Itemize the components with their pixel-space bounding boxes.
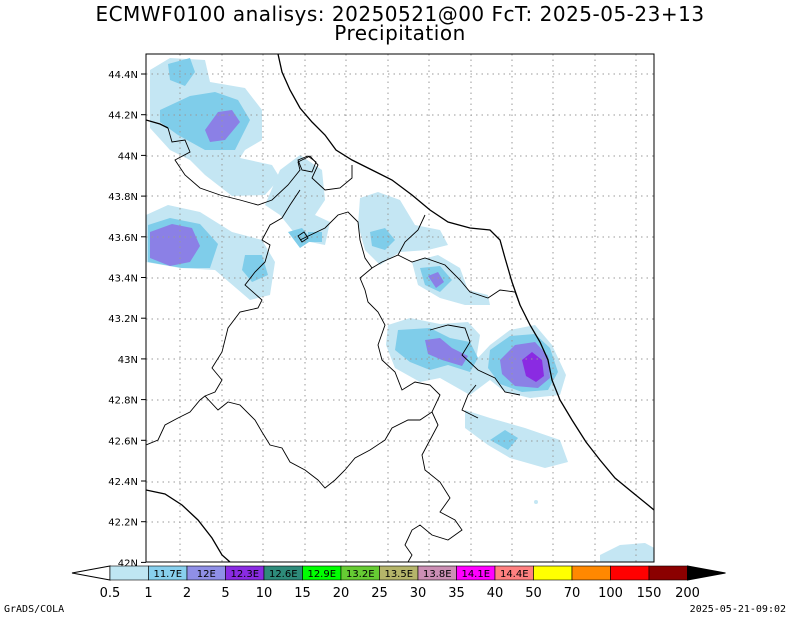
colorbar-tick-label: 35	[448, 586, 465, 601]
lat-label: 43.6N	[108, 233, 138, 244]
san-marino-border	[297, 155, 317, 173]
lat-label: 44.2N	[108, 111, 138, 122]
footer-timestamp: 2025-05-21-09:02	[689, 604, 786, 615]
colorbar-tick-label: 100	[598, 586, 623, 601]
colorbar-tick-label: 2	[183, 586, 191, 601]
precip-level-2	[148, 58, 558, 450]
lake-trasimeno	[297, 231, 309, 243]
coastline	[277, 54, 654, 511]
lat-label: 43.8N	[108, 192, 138, 203]
map-subtitle: Precipitation	[334, 21, 466, 45]
footer-left-credit: GrADS/COLA	[4, 604, 65, 615]
colorbar-tick-label: 40	[487, 586, 504, 601]
colorbar-tick-label: 20	[333, 586, 350, 601]
colorbar-low-arrow	[71, 565, 111, 581]
colorbar-tick-label: 0.5	[100, 586, 121, 601]
lat-label: 43.4N	[108, 274, 138, 285]
colorbar-swatch	[648, 565, 688, 581]
lat-label: 44.4N	[108, 70, 138, 81]
coastline-south	[146, 489, 231, 562]
boundaries	[146, 54, 654, 562]
lat-label: 43.2N	[108, 314, 138, 325]
map-title: ECMWF0100 analisys: 20250521@00 FcT: 202…	[95, 2, 705, 26]
colorbar-tick-label: 1	[144, 586, 152, 601]
lon-label: 12.9E	[307, 569, 336, 580]
precip-level-4	[522, 352, 544, 382]
lat-label: 42.2N	[108, 518, 138, 529]
colorbar-tick-label: 5	[221, 586, 229, 601]
colorbar-swatch	[571, 565, 611, 581]
lat-label: 42.4N	[108, 477, 138, 488]
lon-label: 14.4E	[500, 569, 529, 580]
colorbar-tick-label: 150	[637, 586, 662, 601]
latitude-axis: 44.4N 44.2N 44N 43.8N 43.6N 43.4N 43.2N 43N 42.8…	[108, 70, 146, 569]
colorbar-high-arrow	[687, 565, 726, 581]
lon-label: 14.1E	[461, 569, 490, 580]
lat-label: 42N	[118, 558, 138, 569]
colorbar-tick-label: 30	[410, 586, 427, 601]
lat-label: 44N	[118, 151, 138, 162]
colorbar-tick-label: 50	[525, 586, 542, 601]
colorbar-tick-label: 70	[564, 586, 581, 601]
colorbar-tick-label: 10	[256, 586, 273, 601]
lon-label: 13.5E	[384, 569, 413, 580]
colorbar-tick-label: 200	[675, 586, 700, 601]
lon-label: 13.2E	[346, 569, 375, 580]
lon-label: 12E	[197, 569, 216, 580]
lat-label: 43N	[118, 355, 138, 366]
colorbar-tick-label: 25	[371, 586, 388, 601]
lat-label: 42.8N	[108, 396, 138, 407]
coastline-northwest	[146, 119, 169, 129]
lon-label: 11.7E	[153, 569, 182, 580]
colorbar-swatch	[610, 565, 650, 581]
lon-label: 13.8E	[423, 569, 452, 580]
colorbar-swatch	[109, 565, 149, 581]
precipitation-field	[146, 58, 654, 562]
lat-lon-grid	[146, 54, 654, 562]
colorbar-swatch	[533, 565, 573, 581]
lon-label: 12.3E	[230, 569, 259, 580]
colorbar-tick-label: 15	[294, 586, 311, 601]
lon-label: 12.6E	[269, 569, 298, 580]
plot-frame	[145, 53, 655, 563]
region-border	[146, 127, 521, 562]
lat-label: 42.6N	[108, 436, 138, 447]
colorbar: 11.7E 12E 12.3E 12.6E 12.9E 13.2E 13.5E 13.8E 14…	[71, 565, 726, 601]
